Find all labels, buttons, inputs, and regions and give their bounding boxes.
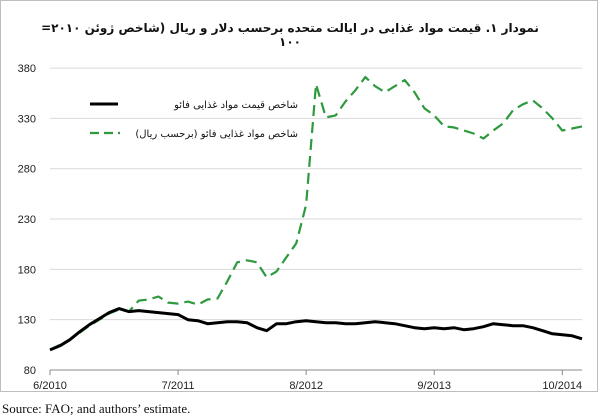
x-tick-label: 10/2014 <box>542 380 582 392</box>
x-tick-label: 8/2012 <box>289 380 323 392</box>
line-chart: 80 130 180 230 280 330 380 6/2010 7/2011 8/2012 9… <box>18 63 583 392</box>
y-tick-label: 230 <box>18 214 36 226</box>
legend: شاخص قیمت مواد غذایی فائو شاخص مواد غذای… <box>90 100 298 140</box>
x-tick-label: 7/2011 <box>162 380 195 392</box>
series-line-fao-rial <box>49 75 583 351</box>
series-lines <box>49 75 583 352</box>
y-axis-ticks: 80 130 180 230 280 330 380 <box>18 63 36 377</box>
series-line-fao <box>49 307 583 352</box>
chart-frame <box>0 0 598 392</box>
x-tick-label: 9/2013 <box>417 380 451 392</box>
x-tick-label: 6/2010 <box>33 380 67 392</box>
legend-label-fao-rial: شاخص مواد غذایی فائو (برحسب ریال) <box>135 129 298 140</box>
legend-label-fao: شاخص قیمت مواد غذایی فائو <box>173 100 298 111</box>
gridlines <box>50 67 582 321</box>
x-axis-ticks: 6/2010 7/2011 8/2012 9/2013 10/2014 <box>33 370 582 392</box>
y-tick-label: 330 <box>18 113 36 125</box>
source-note: Source: FAO; and authors’ estimate. <box>2 401 191 416</box>
y-tick-label: 380 <box>18 63 36 75</box>
chart-title: نمودار ۱. قیمت مواد غذایی در ایالت متحده… <box>41 21 539 49</box>
y-tick-label: 130 <box>18 315 36 327</box>
y-tick-label: 80 <box>24 365 36 377</box>
y-tick-label: 280 <box>18 164 36 176</box>
y-tick-label: 180 <box>18 264 36 276</box>
